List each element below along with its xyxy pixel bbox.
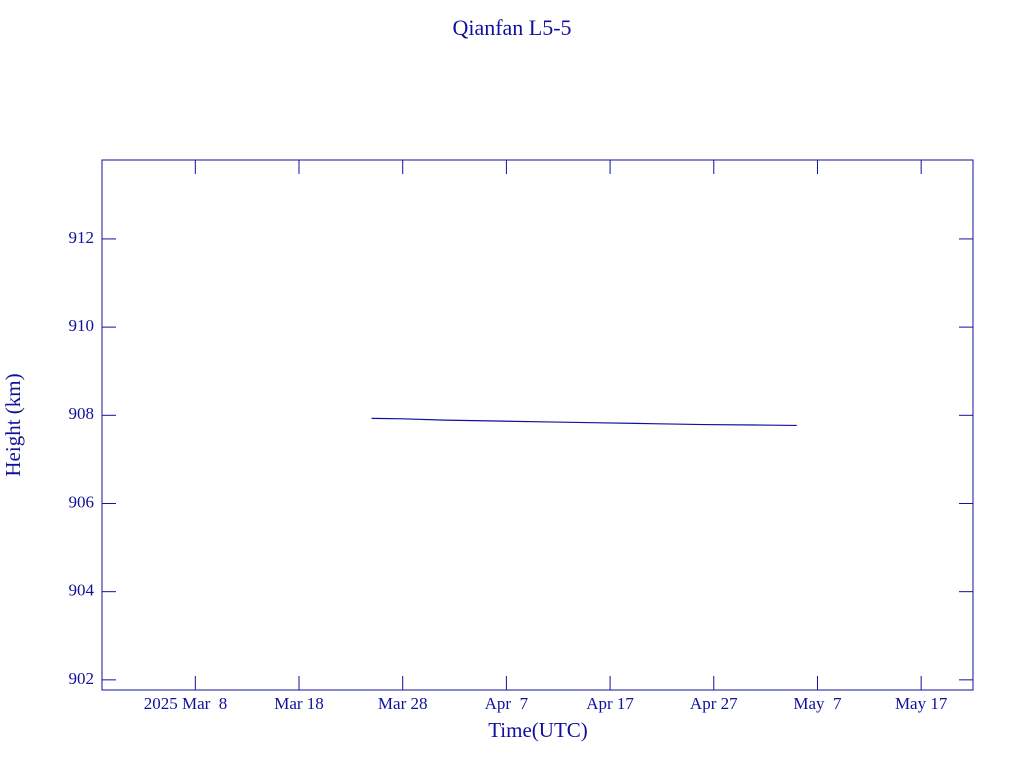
- data-line: [371, 417, 797, 427]
- y-tick-label: 904: [69, 581, 95, 600]
- x-tick-label: May 17: [895, 694, 948, 713]
- y-tick-label: 906: [69, 492, 95, 511]
- x-tick-label: May 7: [793, 694, 842, 713]
- chart-title: Qianfan L5-5: [452, 15, 571, 40]
- y-tick-label: 902: [69, 669, 95, 688]
- x-tick-label: 2025 Mar 8: [144, 694, 228, 713]
- y-tick-label: 908: [69, 404, 95, 423]
- y-tick-label: 912: [69, 228, 95, 247]
- plot-frame: [101, 159, 974, 691]
- x-axis-label: Time(UTC): [488, 718, 588, 742]
- x-tick-label: Apr 27: [690, 694, 738, 713]
- y-tick-label: 910: [69, 316, 95, 335]
- x-tick-label: Mar 28: [378, 694, 428, 713]
- x-tick-label: Apr 7: [485, 694, 529, 713]
- y-axis-label: Height (km): [1, 373, 25, 476]
- x-tick-label: Mar 18: [274, 694, 324, 713]
- x-tick-label: Apr 17: [586, 694, 634, 713]
